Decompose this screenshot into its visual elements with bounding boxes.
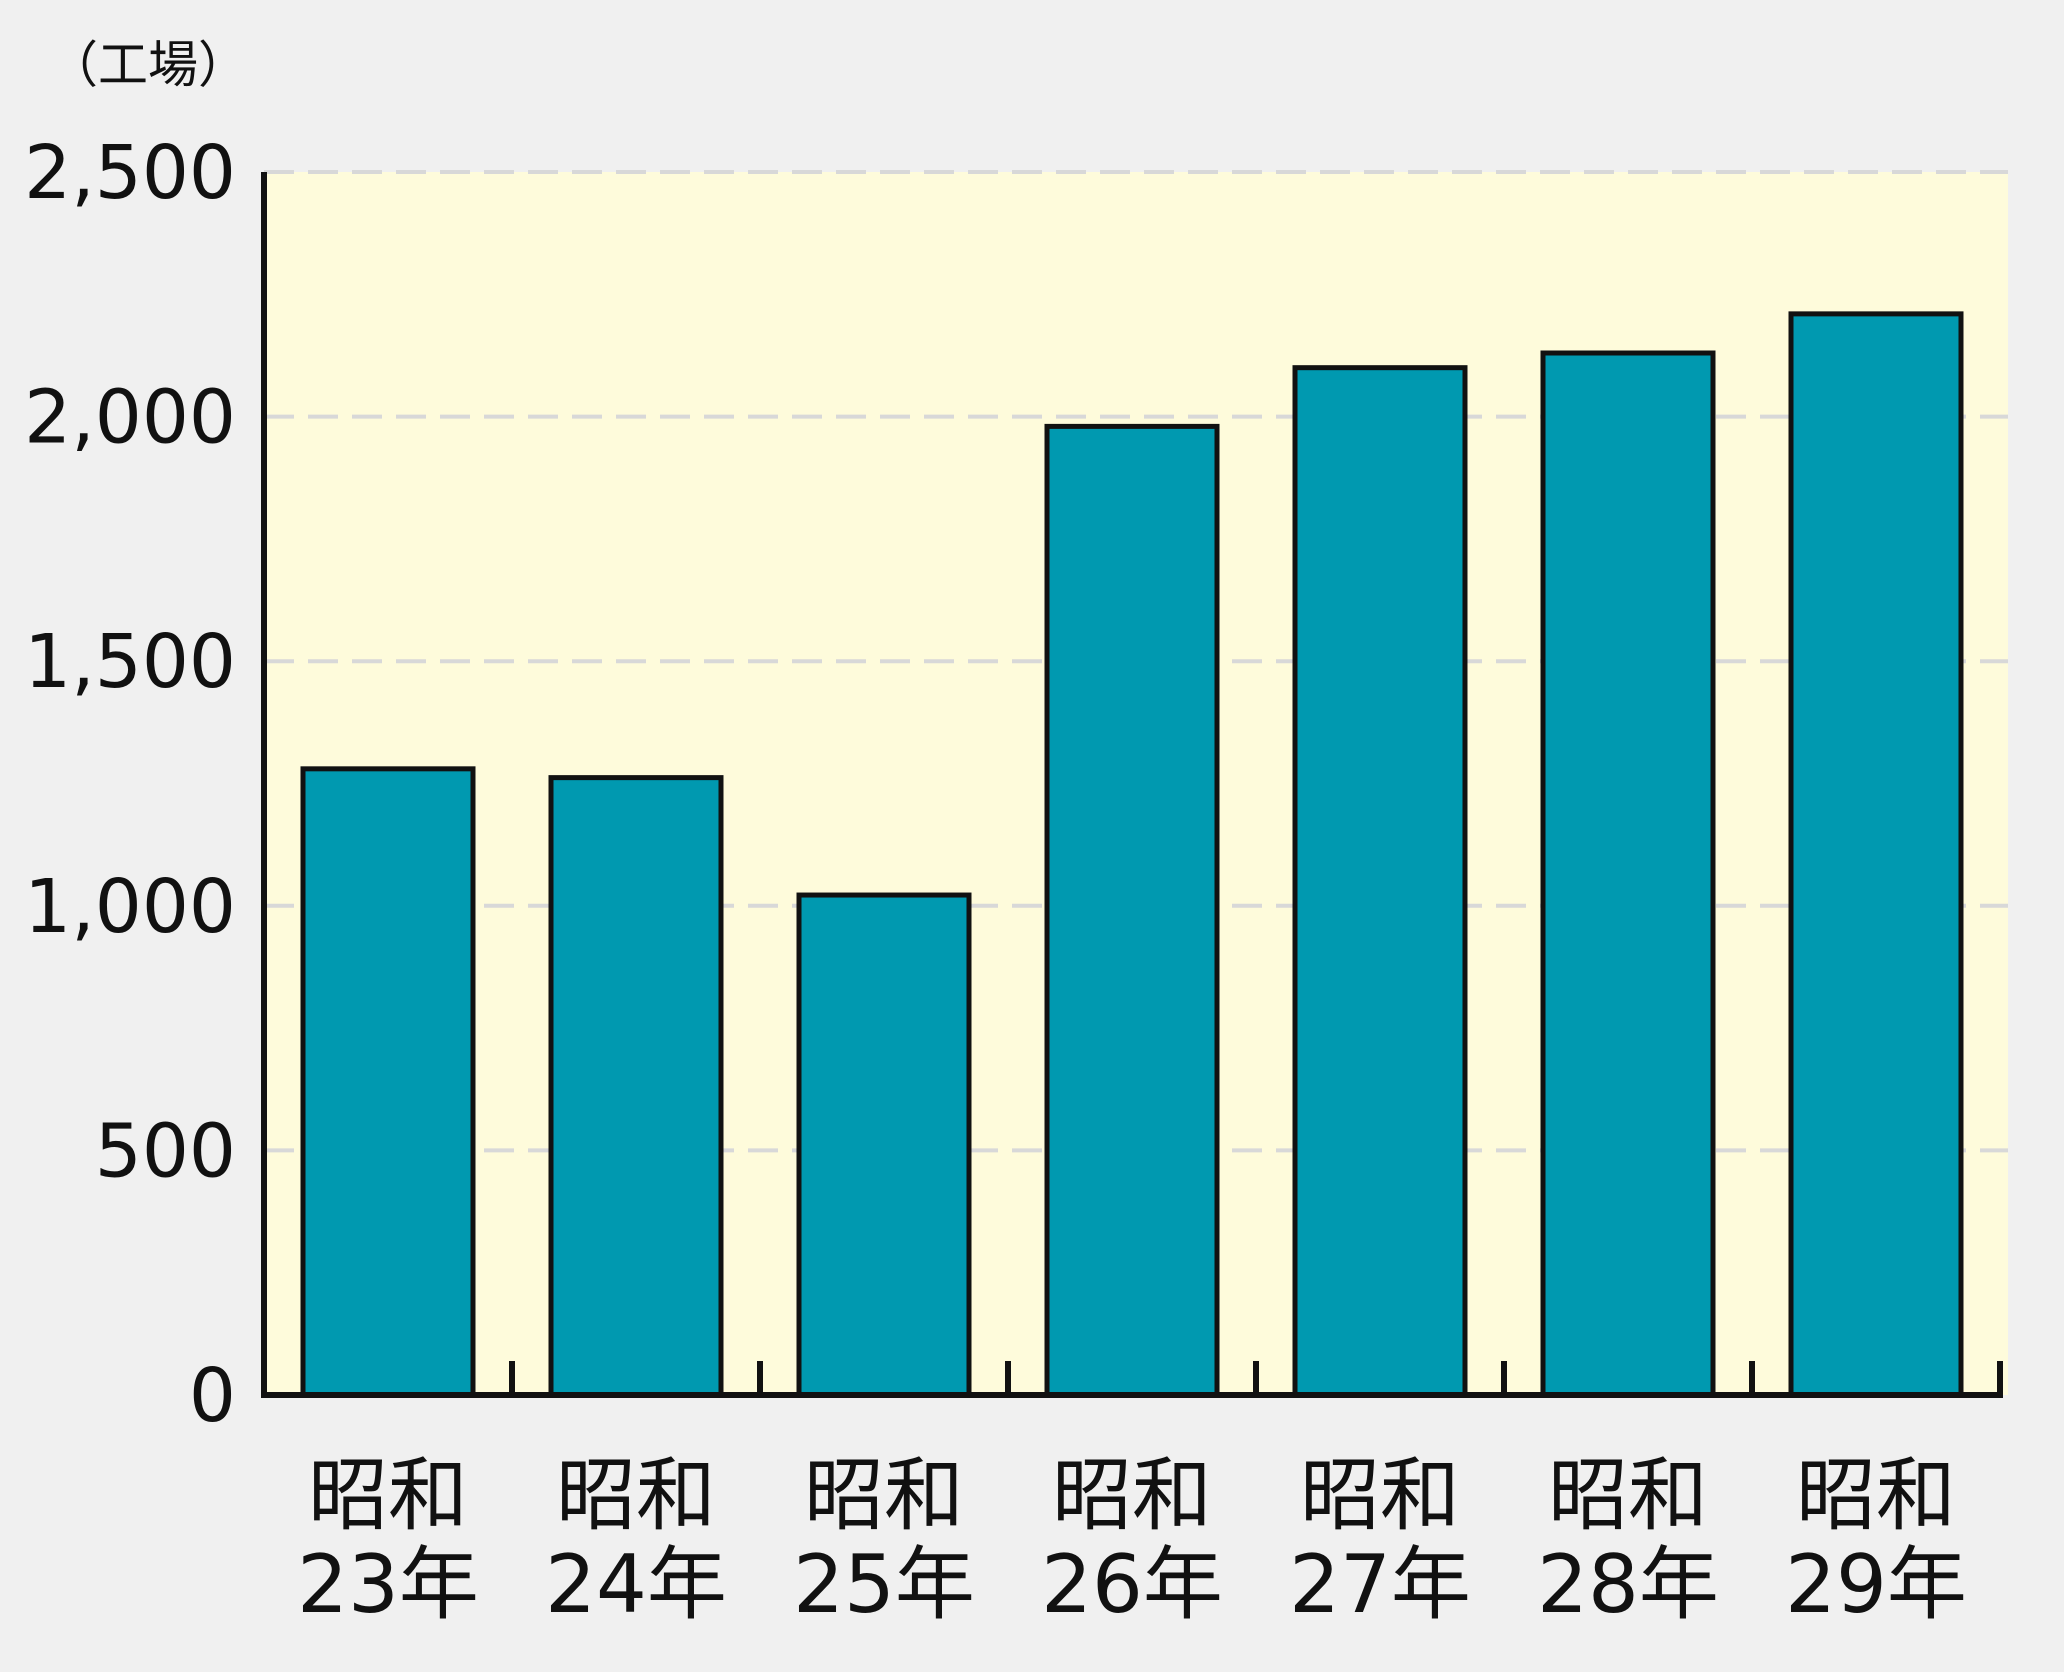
x-tick-label-line1: 昭和 <box>804 1449 964 1542</box>
x-tick-label-line2: 29年 <box>1785 1538 1967 1631</box>
x-tick-label-line1: 昭和 <box>1300 1449 1460 1542</box>
x-tick-label-line1: 昭和 <box>308 1449 468 1542</box>
bar-5 <box>1540 350 1716 1398</box>
axes <box>261 172 2003 1398</box>
y-tick-label: 2,000 <box>24 375 236 461</box>
bar-0 <box>300 766 476 1398</box>
y-axis-unit-label: （工場） <box>48 36 248 94</box>
bar-2 <box>796 892 972 1398</box>
bar-3 <box>1044 423 1220 1398</box>
x-tick-label-line2: 27年 <box>1289 1538 1471 1631</box>
x-tick-label-line2: 24年 <box>545 1538 727 1631</box>
x-tick-label-line2: 26年 <box>1041 1538 1223 1631</box>
x-tick-label-line1: 昭和 <box>1548 1449 1708 1542</box>
y-tick-label: 1,000 <box>24 864 236 950</box>
y-tick-label: 1,500 <box>24 619 236 705</box>
y-axis-tick-labels: 0 500 1,000 1,500 2,000 2,500 <box>24 130 236 1439</box>
x-tick-label-line1: 昭和 <box>1796 1449 1956 1542</box>
bar-1 <box>548 775 724 1398</box>
x-tick-label-line2: 28年 <box>1537 1538 1719 1631</box>
x-tick-label-line1: 昭和 <box>556 1449 716 1542</box>
bars <box>300 311 1964 1398</box>
bar-4 <box>1292 365 1468 1398</box>
y-tick-label: 2,500 <box>24 130 236 216</box>
y-tick-label: 500 <box>95 1108 236 1194</box>
x-tick-label-line2: 23年 <box>297 1538 479 1631</box>
x-tick-label-line1: 昭和 <box>1052 1449 1212 1542</box>
x-tick-label-line2: 25年 <box>793 1538 975 1631</box>
y-tick-label: 0 <box>189 1353 236 1439</box>
bar-6 <box>1788 311 1964 1398</box>
